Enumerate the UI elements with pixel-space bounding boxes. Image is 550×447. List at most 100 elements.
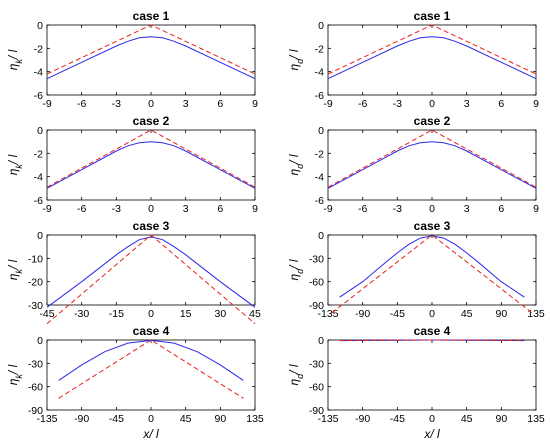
- x-tick-label: 6: [498, 98, 504, 110]
- dashed-series-line: [339, 339, 525, 341]
- x-tick-label: 45: [461, 413, 473, 425]
- x-tick-label: 0: [148, 308, 154, 320]
- x-tick-label: -15: [109, 308, 124, 320]
- x-tick-label: -9: [42, 98, 51, 110]
- plot-area: [327, 234, 537, 306]
- x-tick-label: -6: [77, 98, 86, 110]
- solid-series-line: [58, 339, 244, 381]
- y-tick-label: -2: [34, 148, 43, 160]
- subplot-title: case 4: [414, 324, 451, 338]
- x-tick-label: -3: [393, 203, 402, 215]
- x-tick-label: 0: [429, 413, 435, 425]
- y-tick-label: -6: [34, 195, 43, 207]
- x-tick-label: 6: [217, 203, 223, 215]
- x-tick-label: 135: [527, 308, 545, 320]
- subplot-title: case 3: [133, 219, 170, 233]
- x-tick-label: 6: [217, 98, 223, 110]
- x-tick-label: -9: [323, 203, 332, 215]
- x-tick-label: -9: [42, 203, 51, 215]
- dashed-series-line: [58, 339, 244, 399]
- plot-area: [327, 129, 537, 201]
- x-tick-label: 6: [498, 203, 504, 215]
- plot-area: [46, 339, 256, 411]
- y-tick-label: -6: [315, 90, 324, 102]
- x-tick-label: 3: [183, 98, 189, 110]
- plot-area: [46, 234, 256, 306]
- x-tick-label: -45: [39, 308, 54, 320]
- y-tick-label: -4: [34, 172, 43, 184]
- x-tick-label: 0: [148, 98, 154, 110]
- y-tick-label: -20: [28, 277, 43, 289]
- solid-series-line: [46, 141, 256, 189]
- y-axis-label: ηd/ l: [287, 154, 305, 175]
- x-tick-label: -45: [109, 413, 124, 425]
- y-tick-label: -4: [34, 67, 43, 79]
- x-tick-label: -135: [317, 308, 338, 320]
- solid-series-line: [46, 36, 256, 80]
- plot-area: [46, 24, 256, 96]
- x-tick-label: 0: [429, 203, 435, 215]
- dashed-series-line: [46, 24, 256, 75]
- dashed-series-line: [331, 234, 533, 314]
- subplot-title: case 1: [133, 9, 170, 23]
- y-tick-label: 0: [37, 335, 43, 347]
- x-tick-label: 135: [246, 413, 264, 425]
- x-tick-label: -3: [393, 98, 402, 110]
- plot-area: [46, 129, 256, 201]
- x-tick-label: -6: [358, 203, 367, 215]
- x-tick-label: -45: [390, 308, 405, 320]
- y-axis-label: ηk/ l: [6, 154, 24, 175]
- y-axis-label: ηd/ l: [287, 259, 305, 280]
- x-tick-label: -45: [390, 413, 405, 425]
- y-tick-label: -30: [309, 253, 324, 265]
- x-tick-label: 0: [148, 413, 154, 425]
- solid-series-line: [327, 36, 537, 80]
- x-tick-label: 30: [214, 308, 226, 320]
- y-tick-label: 0: [318, 125, 324, 137]
- x-tick-label: -3: [112, 98, 121, 110]
- y-tick-label: -60: [28, 382, 43, 394]
- x-tick-label: 15: [180, 308, 192, 320]
- y-tick-label: -60: [309, 277, 324, 289]
- x-tick-label: 3: [183, 203, 189, 215]
- y-tick-label: -30: [28, 358, 43, 370]
- y-tick-label: -30: [309, 358, 324, 370]
- x-tick-label: 45: [461, 308, 473, 320]
- x-tick-label: 9: [252, 98, 258, 110]
- solid-series-line: [46, 236, 256, 308]
- y-tick-label: -90: [309, 405, 324, 417]
- y-tick-label: -60: [309, 382, 324, 394]
- x-tick-label: -90: [355, 308, 370, 320]
- subplot-title: case 2: [414, 114, 451, 128]
- subplot-title: case 4: [133, 324, 170, 338]
- x-tick-label: -9: [323, 98, 332, 110]
- x-tick-label: -90: [355, 413, 370, 425]
- x-tick-label: -3: [112, 203, 121, 215]
- y-axis-label: ηk/ l: [6, 49, 24, 70]
- y-axis-label: ηk/ l: [6, 364, 24, 385]
- x-tick-label: -135: [317, 413, 338, 425]
- x-tick-label: -6: [358, 98, 367, 110]
- y-tick-label: -4: [315, 67, 324, 79]
- y-tick-label: -90: [28, 405, 43, 417]
- x-tick-label: 45: [180, 413, 192, 425]
- y-tick-label: -4: [315, 172, 324, 184]
- solid-series-line: [327, 141, 537, 189]
- y-tick-label: -2: [315, 148, 324, 160]
- x-tick-label: 0: [429, 98, 435, 110]
- y-axis-label: ηd/ l: [287, 364, 305, 385]
- x-tick-label: 135: [527, 413, 545, 425]
- y-tick-label: -10: [28, 253, 43, 265]
- dashed-series-line: [327, 24, 537, 75]
- y-tick-label: 0: [37, 20, 43, 32]
- y-tick-label: -90: [309, 300, 324, 312]
